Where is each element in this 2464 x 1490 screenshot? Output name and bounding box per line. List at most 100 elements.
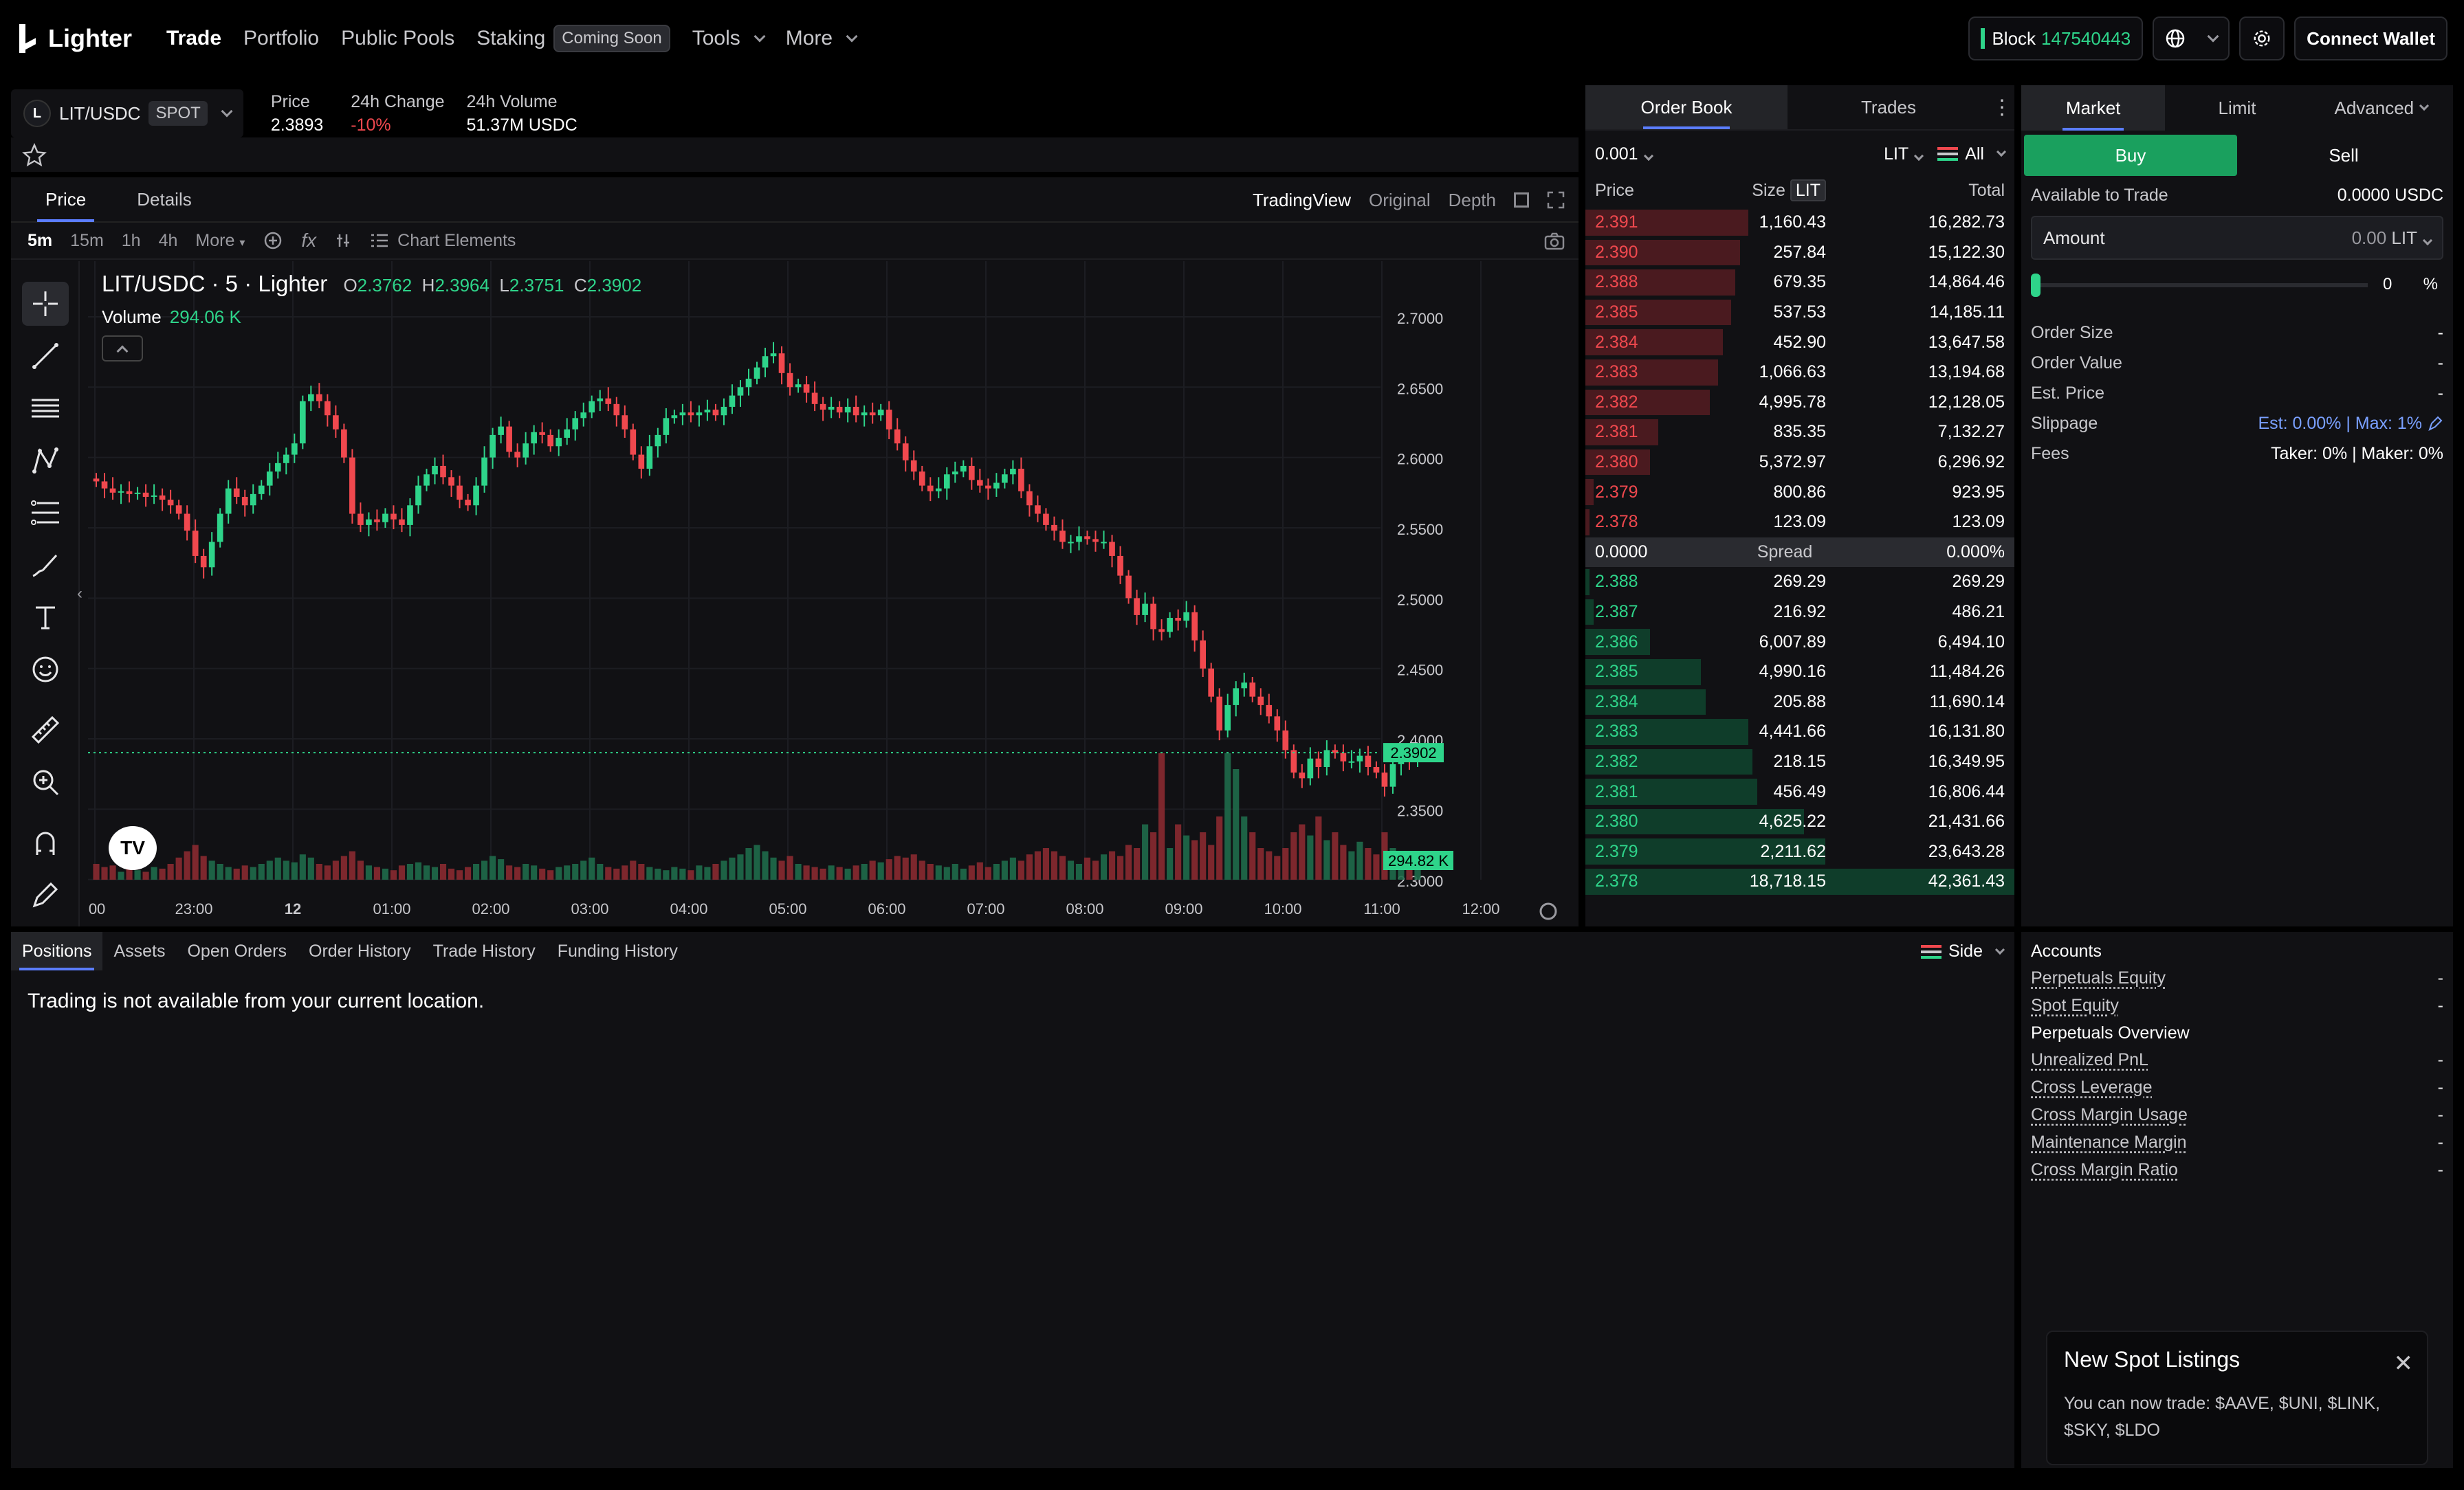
mode-depth[interactable]: Depth: [1448, 189, 1496, 210]
bid-row[interactable]: 2.383 4,441.66 16,131.80: [1585, 717, 2014, 747]
price-chart[interactable]: 2.3000 2.3500 2.4000 2.4500 2.5000 2.5500 2.60…: [85, 261, 1580, 926]
volume-bar[interactable]: [126, 868, 133, 880]
candle[interactable]: [935, 488, 942, 491]
spot-equity-label[interactable]: Spot Equity: [2031, 995, 2119, 1015]
volume-bar[interactable]: [241, 865, 248, 880]
candle[interactable]: [1051, 524, 1057, 531]
volume-bar[interactable]: [316, 864, 322, 880]
volume-bar[interactable]: [373, 867, 380, 880]
candle[interactable]: [894, 429, 901, 444]
magnet-tool[interactable]: [22, 821, 69, 865]
volume-bar[interactable]: [217, 864, 223, 880]
volume-bar[interactable]: [679, 868, 686, 880]
volume-bar[interactable]: [1116, 856, 1124, 880]
candle[interactable]: [943, 474, 950, 489]
tab-positions[interactable]: Positions: [11, 932, 103, 970]
candle[interactable]: [1117, 555, 1123, 576]
volume-bar[interactable]: [1001, 860, 1008, 880]
candle[interactable]: [564, 429, 571, 438]
candle[interactable]: [481, 457, 487, 486]
tick-size-select[interactable]: 0.001: [1595, 144, 1653, 164]
candle[interactable]: [638, 454, 645, 469]
candle[interactable]: [745, 379, 752, 388]
candle[interactable]: [233, 488, 240, 497]
volume-bar[interactable]: [448, 868, 455, 880]
volume-bar[interactable]: [778, 860, 785, 880]
volume-bar[interactable]: [1026, 854, 1033, 880]
candle[interactable]: [572, 418, 579, 430]
volume-bar[interactable]: [1249, 832, 1256, 880]
candle[interactable]: [167, 500, 174, 506]
candle[interactable]: [175, 505, 182, 514]
ask-row[interactable]: 2.379 800.86 923.95: [1585, 477, 2014, 507]
candle[interactable]: [448, 477, 454, 486]
volume-bar[interactable]: [613, 868, 620, 880]
tab-advanced[interactable]: Advanced: [2309, 85, 2453, 131]
nav-trade[interactable]: Trade: [166, 27, 222, 49]
amount-slider[interactable]: 0%: [2031, 272, 2443, 297]
lock-drawing-tool[interactable]: [22, 873, 69, 917]
volume-bar[interactable]: [861, 864, 868, 880]
candle[interactable]: [1274, 716, 1281, 731]
tab-open-orders[interactable]: Open Orders: [187, 941, 287, 961]
volume-bar[interactable]: [935, 865, 942, 880]
timeframe-1h[interactable]: 1h: [121, 230, 141, 250]
cross-leverage-label[interactable]: Cross Leverage: [2031, 1077, 2153, 1097]
candle[interactable]: [902, 443, 909, 460]
candle[interactable]: [770, 353, 777, 357]
candle[interactable]: [613, 403, 620, 416]
nav-more[interactable]: More: [786, 27, 858, 50]
popout-icon[interactable]: [1514, 192, 1529, 208]
candle[interactable]: [299, 401, 306, 444]
volume-bar[interactable]: [1191, 840, 1198, 880]
volume-bar[interactable]: [737, 854, 744, 880]
volume-bar[interactable]: [151, 867, 157, 880]
candle[interactable]: [556, 437, 562, 447]
candle[interactable]: [1142, 603, 1148, 615]
volume-bar[interactable]: [109, 865, 116, 880]
volume-bar[interactable]: [423, 865, 430, 880]
volume-bar[interactable]: [1356, 841, 1363, 880]
candle[interactable]: [291, 443, 298, 455]
volume-bar[interactable]: [770, 857, 777, 880]
candle[interactable]: [1340, 753, 1347, 761]
candle[interactable]: [1257, 696, 1264, 705]
volume-bar[interactable]: [200, 856, 207, 880]
collapse-legend-button[interactable]: [102, 335, 143, 362]
volume-bar[interactable]: [1365, 848, 1372, 880]
tab-details[interactable]: Details: [137, 188, 192, 210]
candle[interactable]: [1365, 755, 1372, 767]
unit-select[interactable]: LIT: [1884, 144, 1924, 164]
volume-bar[interactable]: [605, 867, 612, 880]
volume-bar[interactable]: [506, 865, 513, 880]
amount-input[interactable]: Amount 0.00 LIT: [2031, 216, 2443, 260]
volume-bar[interactable]: [167, 864, 174, 880]
timeframe-15m[interactable]: 15m: [70, 230, 104, 250]
candle[interactable]: [1381, 772, 1388, 787]
volume-bar[interactable]: [142, 871, 149, 880]
volume-bar[interactable]: [1299, 824, 1306, 880]
lighter-logo[interactable]: Lighter: [16, 23, 132, 54]
candle[interactable]: [1167, 618, 1173, 632]
tab-trades[interactable]: Trades: [1861, 96, 1916, 118]
bid-row[interactable]: 2.388 269.29 269.29: [1585, 567, 2014, 597]
volume-bar[interactable]: [1406, 860, 1413, 880]
candle[interactable]: [358, 513, 364, 525]
ask-row[interactable]: 2.391 1,160.43 16,282.73: [1585, 208, 2014, 238]
star-icon[interactable]: [22, 143, 47, 168]
candle[interactable]: [424, 474, 430, 486]
candle[interactable]: [399, 519, 405, 525]
candle[interactable]: [217, 513, 223, 542]
volume-bar[interactable]: [258, 864, 265, 880]
candle[interactable]: [1183, 612, 1189, 621]
candle[interactable]: [1216, 696, 1223, 731]
candle[interactable]: [101, 481, 108, 489]
volume-bar[interactable]: [894, 856, 901, 880]
candle[interactable]: [729, 395, 736, 407]
candle[interactable]: [811, 392, 818, 404]
volume-bar[interactable]: [671, 867, 678, 880]
candle[interactable]: [208, 542, 215, 568]
candle[interactable]: [1224, 704, 1231, 731]
bid-row[interactable]: 2.382 218.15 16,349.95: [1585, 747, 2014, 777]
volume-bar[interactable]: [357, 860, 364, 880]
